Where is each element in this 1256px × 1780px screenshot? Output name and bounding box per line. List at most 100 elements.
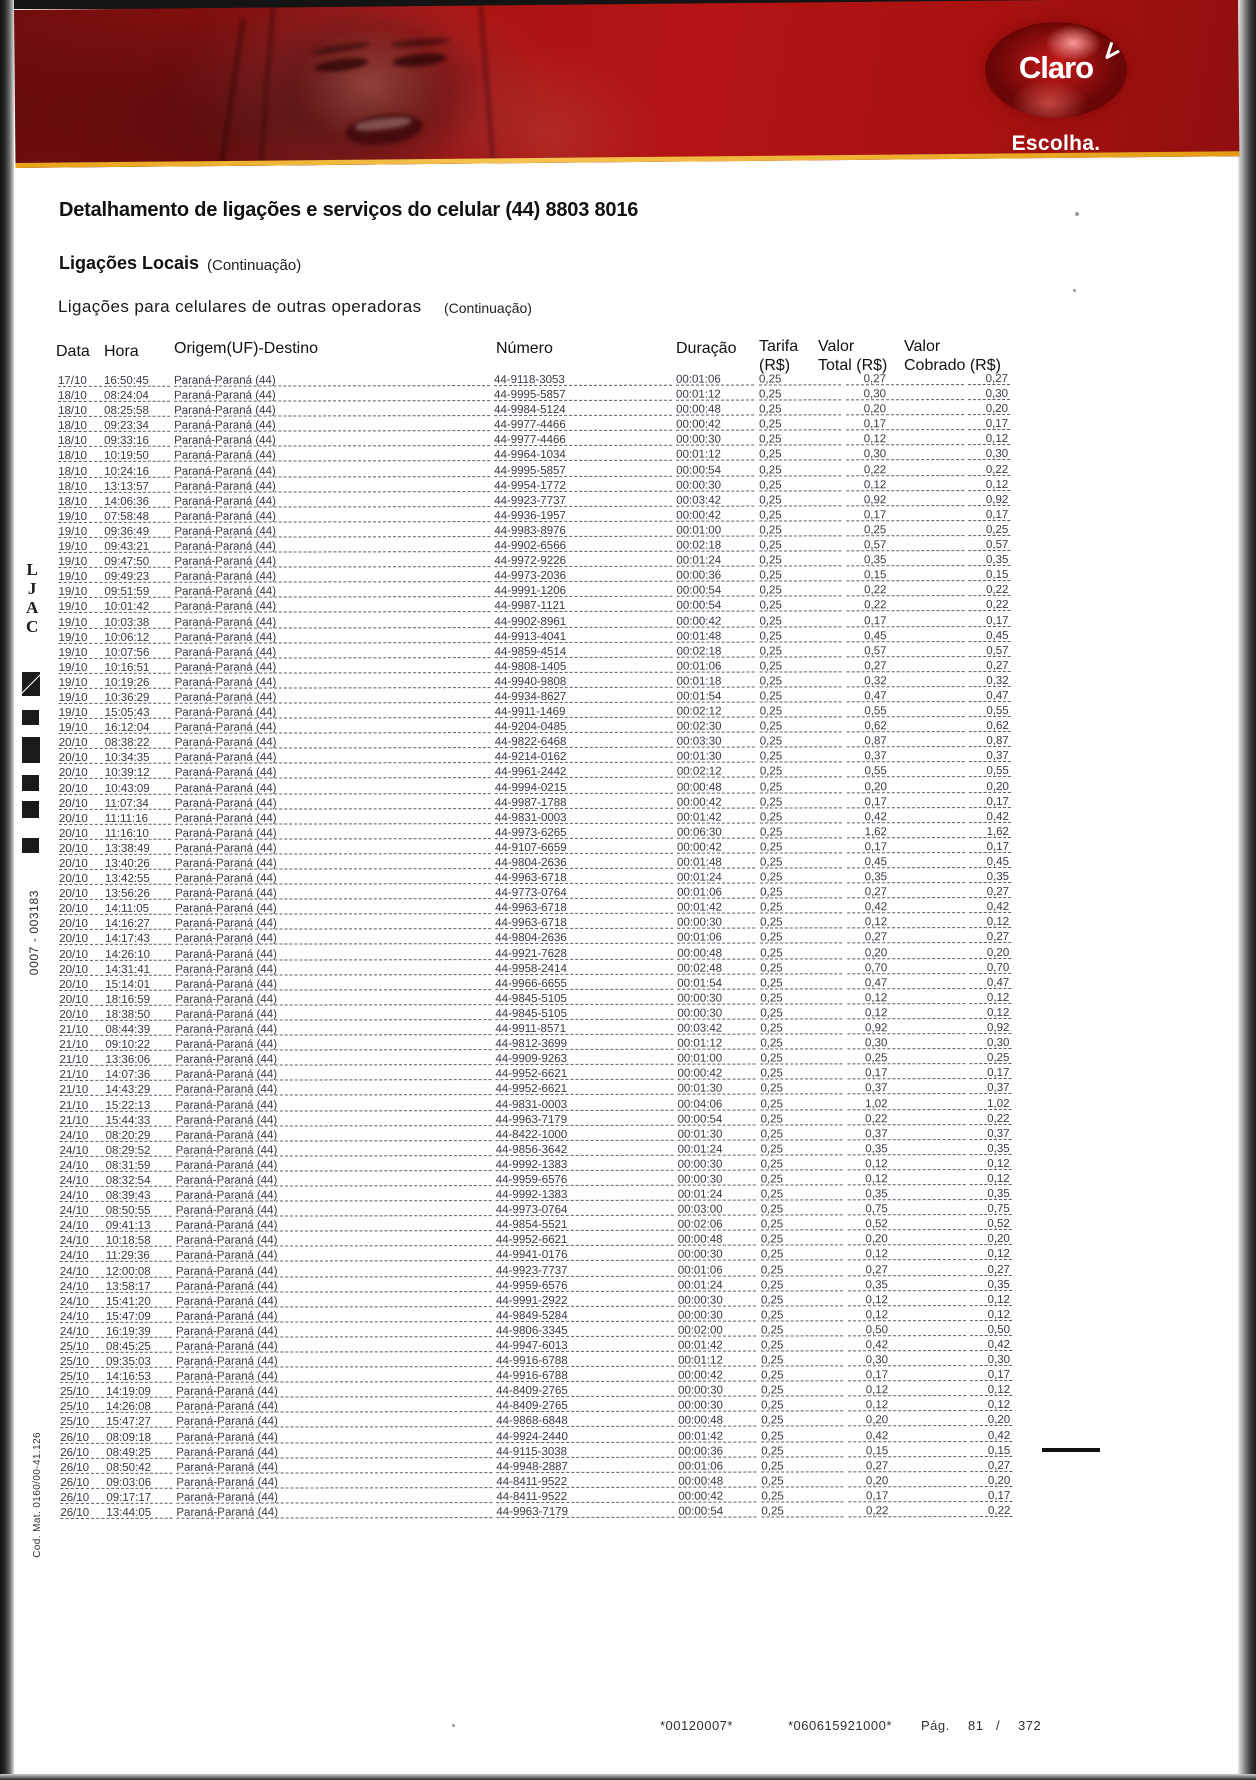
cell-valor-cobrado: 0,12 (987, 1293, 1010, 1306)
cell-hora: 12:00:08 (105, 1265, 151, 1278)
cell-origem-destino: Paraná-Paraná (44) (176, 1446, 278, 1459)
cell-hora: 09:51:59 (104, 586, 150, 599)
cell-duracao: 00:01:00 (676, 524, 722, 537)
cell-tarifa: 0,25 (759, 660, 783, 673)
cell-valor-total: 0,37 (865, 1082, 888, 1095)
cell-origem-destino: Paraná-Paraná (44) (175, 978, 277, 991)
cell-hora: 15:14:01 (105, 978, 151, 991)
cell-duracao: 00:01:18 (676, 675, 722, 688)
cell-duracao: 00:03:30 (676, 735, 722, 748)
cell-valor-cobrado: 0,35 (987, 1142, 1010, 1155)
cell-numero: 44-9991-1206 (494, 585, 567, 598)
cell-valor-total: 0,27 (864, 931, 888, 944)
cell-numero: 44-8411-9522 (496, 1490, 568, 1504)
cell-data: 24/10 (59, 1159, 89, 1172)
cell-tarifa: 0,25 (760, 977, 783, 990)
cell-hora: 10:19:26 (104, 676, 150, 689)
cell-valor-cobrado: 1,02 (987, 1097, 1010, 1110)
cell-valor-cobrado: 0,17 (985, 418, 1009, 431)
cell-origem-destino: Paraná-Paraná (44) (175, 1204, 278, 1217)
cell-data: 20/10 (59, 963, 89, 976)
cell-numero: 44-9913-4041 (494, 630, 567, 643)
cell-valor-total: 0,27 (864, 886, 888, 899)
cell-duracao: 00:01:12 (676, 449, 721, 462)
cell-valor-total: 0,12 (865, 1309, 888, 1322)
footer-page-separator: / (996, 1718, 1001, 1733)
cell-origem-destino: Paraná-Paraná (44) (174, 540, 277, 553)
cell-numero: 44-9804-2636 (495, 856, 567, 870)
cell-duracao: 00:02:30 (676, 720, 722, 733)
cell-valor-total: 0,15 (865, 1444, 889, 1457)
cell-data: 25/10 (60, 1416, 89, 1429)
cell-hora: 11:29:36 (105, 1250, 150, 1263)
cell-tarifa: 0,25 (760, 962, 783, 975)
cell-tarifa: 0,25 (760, 871, 783, 884)
cell-valor-cobrado: 0,27 (986, 659, 1009, 672)
cell-hora: 14:06:36 (104, 495, 150, 508)
cell-duracao: 00:00:54 (676, 600, 722, 613)
cell-tarifa: 0,25 (759, 675, 783, 688)
cell-hora: 14:11:05 (105, 903, 150, 916)
paper-surface (14, 9, 1238, 1774)
cell-valor-cobrado: 0,55 (986, 765, 1009, 778)
cell-hora: 14:26:08 (106, 1401, 151, 1414)
column-header-hora: Hora (104, 343, 139, 360)
cell-valor-total: 0,17 (865, 1490, 889, 1503)
cell-valor-total: 0,12 (865, 1384, 889, 1397)
cell-origem-destino: Paraná-Paraná (44) (175, 1023, 278, 1036)
cell-duracao: 00:03:42 (677, 1022, 723, 1035)
cell-origem-destino: Paraná-Paraná (44) (175, 857, 277, 870)
cell-hora: 08:32:54 (105, 1174, 151, 1187)
cell-origem-destino: Paraná-Paraná (44) (176, 1476, 278, 1489)
cell-valor-cobrado: 0,55 (986, 705, 1009, 718)
cell-duracao: 00:02:18 (676, 539, 722, 552)
cell-data: 20/10 (59, 903, 88, 916)
section-title: Ligações Locais (59, 253, 200, 273)
cell-valor-total: 0,22 (864, 599, 887, 612)
cell-tarifa: 0,25 (761, 1369, 784, 1382)
cell-valor-cobrado: 0,35 (985, 554, 1009, 567)
cell-hora: 14:16:27 (105, 918, 150, 931)
cell-tarifa: 0,25 (760, 916, 783, 929)
cell-numero: 44-9773-0764 (495, 887, 567, 900)
cell-duracao: 00:01:42 (678, 1430, 724, 1443)
cell-duracao: 00:00:30 (677, 992, 723, 1005)
cell-numero: 44-9806-3345 (495, 1324, 568, 1337)
cell-tarifa: 0,25 (759, 433, 782, 446)
cell-valor-cobrado: 0,32 (986, 674, 1009, 687)
cell-tarifa: 0,25 (760, 1128, 783, 1141)
cell-valor-total: 0,75 (865, 1203, 888, 1216)
cell-hora: 10:19:50 (104, 450, 149, 463)
cell-origem-destino: Paraná-Paraná (44) (173, 374, 276, 387)
cell-valor-total: 0,20 (865, 1475, 889, 1488)
cell-origem-destino: Paraná-Paraná (44) (176, 1431, 278, 1444)
cell-duracao: 00:01:12 (676, 388, 721, 401)
cell-hora: 09:35:03 (106, 1355, 151, 1368)
margin-mark-2-icon (22, 710, 39, 725)
cell-numero: 44-9107-6659 (494, 841, 567, 854)
cell-tarifa: 0,25 (760, 1248, 784, 1261)
cell-valor-total: 0,30 (865, 1354, 889, 1367)
cell-data: 26/10 (60, 1461, 90, 1474)
cell-origem-destino: Paraná-Paraná (44) (174, 465, 276, 478)
cell-origem-destino: Paraná-Paraná (44) (175, 1099, 278, 1112)
cell-origem-destino: Paraná-Paraná (44) (175, 1265, 278, 1278)
cell-valor-cobrado: 0,12 (987, 1248, 1010, 1261)
cell-duracao: 00:01:06 (675, 373, 721, 386)
cell-valor-total: 0,57 (863, 539, 887, 552)
cell-tarifa: 0,25 (759, 479, 782, 492)
cell-data: 19/10 (58, 510, 88, 523)
cell-hora: 09:23:34 (104, 420, 149, 433)
cell-tarifa: 0,25 (761, 1475, 784, 1488)
cell-numero: 44-9959-6576 (495, 1279, 568, 1292)
cell-hora: 09:47:50 (104, 555, 150, 569)
cell-hora: 08:38:22 (104, 737, 150, 750)
cell-data: 20/10 (59, 873, 88, 886)
cell-numero: 44-9984-5124 (494, 404, 566, 417)
scan-artifact (452, 1724, 455, 1727)
cell-origem-destino: Paraná-Paraná (44) (176, 1491, 279, 1504)
margin-mark-4-icon (22, 775, 39, 791)
cell-valor-cobrado: 0,45 (986, 856, 1010, 869)
cell-valor-cobrado: 0,12 (987, 1399, 1011, 1412)
cell-tarifa: 0,25 (759, 388, 782, 401)
